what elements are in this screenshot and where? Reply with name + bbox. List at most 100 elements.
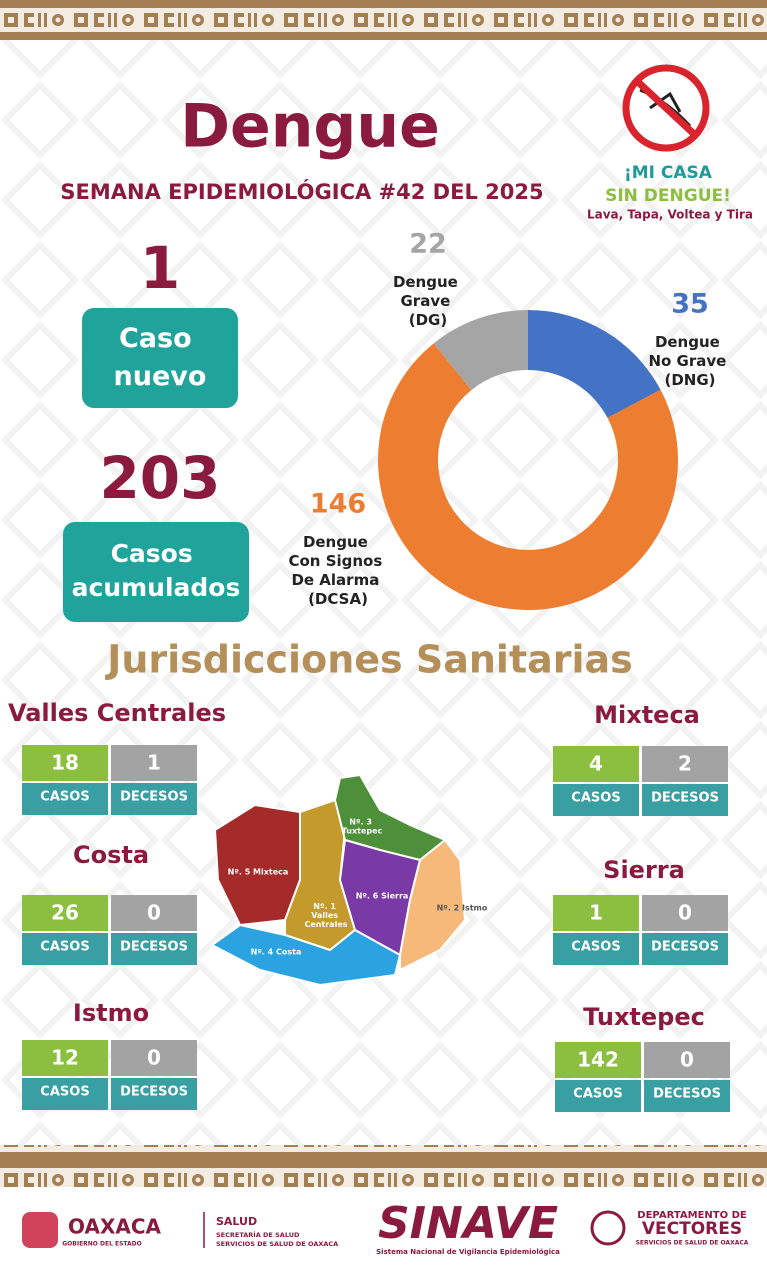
- cell-label-bg: [111, 933, 197, 965]
- cell-label: CASOS: [571, 791, 620, 806]
- footer-sinave-sub: Sistema Nacional de Vigilancia Epidemiol…: [376, 1248, 560, 1256]
- cell-label: DECESOS: [651, 940, 719, 955]
- cell-label: CASOS: [40, 1085, 89, 1100]
- cell-label-bg: [22, 783, 108, 815]
- map-region-label: Nº. 6 Sierra: [356, 892, 409, 901]
- cell-label: DECESOS: [120, 1085, 188, 1100]
- cell-value: 0: [147, 901, 161, 925]
- cell-label-bg: [644, 1080, 730, 1112]
- cell-label: DECESOS: [120, 790, 188, 805]
- map-region-label: Nº. 2 Istmo: [437, 904, 488, 913]
- cell-label-bg: [111, 783, 197, 815]
- bottom-band: [0, 1145, 767, 1187]
- cell-value-bg: [111, 895, 197, 931]
- slice-label: Dengue Con Signos De Alarma (DCSA): [288, 533, 387, 608]
- cell-value: 1: [589, 901, 603, 925]
- new-cases-box: [82, 308, 238, 408]
- cell-value: 1: [147, 751, 161, 775]
- cell-label: CASOS: [40, 790, 89, 805]
- total-cases-box: [63, 522, 249, 622]
- new-cases-label: Caso nuevo: [114, 323, 207, 392]
- map-region-label: Nº. 4 Costa: [251, 948, 302, 957]
- map: [210, 773, 467, 987]
- slice-label: Dengue Grave (DG): [393, 273, 463, 329]
- cell-label-bg: [22, 1078, 108, 1110]
- top-band: [0, 0, 767, 40]
- cell-value-bg: [22, 1040, 108, 1076]
- jurisdiction-name: Istmo: [73, 999, 149, 1027]
- cell-value: 12: [51, 1046, 79, 1070]
- cell-value-bg: [111, 745, 197, 781]
- donut-chart: 22 Dengue Grave (DG) 35 Dengue No Grave (DN…: [288, 229, 732, 610]
- map-region-label: Nº. 1 Valles Centrales: [304, 902, 347, 929]
- footer-health-sub1: SECRETARÍA DE SALUD: [216, 1230, 300, 1239]
- cell-value-bg: [553, 746, 639, 782]
- cell-label-bg: [642, 784, 728, 816]
- jurisdiction-name: Tuxtepec: [583, 1003, 705, 1031]
- cell-label: DECESOS: [653, 1087, 721, 1102]
- cell-value-bg: [642, 746, 728, 782]
- new-cases-value: 1: [140, 234, 180, 302]
- slice-label: Dengue No Grave (DNG): [648, 333, 731, 389]
- cell-value: 0: [147, 1046, 161, 1070]
- map-region-label: Nº. 3 Tuxtepec: [342, 817, 383, 835]
- footer-state: OAXACA: [68, 1215, 162, 1239]
- cell-label: DECESOS: [651, 791, 719, 806]
- jurisdiction-name: Mixteca: [594, 701, 700, 729]
- slice-value: 146: [310, 489, 366, 520]
- cell-label: DECESOS: [120, 940, 188, 955]
- cell-label-bg: [22, 933, 108, 965]
- footer: OAXACA GOBIERNO DEL ESTADO SALUD SECRETA…: [22, 1198, 749, 1256]
- jurisdiction-name: Valles Centrales: [8, 699, 226, 727]
- cell-value-bg: [111, 1040, 197, 1076]
- vector-icon: [590, 1210, 626, 1246]
- cell-value-bg: [642, 895, 728, 931]
- cell-value-bg: [22, 895, 108, 931]
- cell-label: CASOS: [571, 940, 620, 955]
- campaign-line1: ¡MI CASA: [624, 163, 713, 183]
- cell-value: 0: [678, 901, 692, 925]
- cell-value: 4: [589, 752, 603, 776]
- cell-value: 26: [51, 901, 79, 925]
- cell-label-bg: [553, 784, 639, 816]
- footer-health-sub2: SERVICIOS DE SALUD DE OAXACA: [216, 1240, 338, 1248]
- cell-value: 0: [680, 1048, 694, 1072]
- footer-sinave: SINAVE: [378, 1198, 558, 1249]
- cell-label: CASOS: [573, 1087, 622, 1102]
- donut-slice: [433, 310, 528, 391]
- cell-value-bg: [553, 895, 639, 931]
- oaxaca-icon: [22, 1212, 58, 1248]
- cell-label: CASOS: [40, 940, 89, 955]
- campaign-line2: SIN DENGUE!: [605, 186, 731, 206]
- title: Dengue: [180, 92, 440, 162]
- cell-value: 142: [577, 1048, 619, 1072]
- total-cases-value: 203: [99, 444, 220, 512]
- donut-slice: [378, 343, 678, 610]
- slice-value: 22: [409, 229, 447, 260]
- footer-dept1: DEPARTAMENTO DE: [637, 1210, 747, 1221]
- cell-label-bg: [555, 1080, 641, 1112]
- campaign-slogan: Lava, Tapa, Voltea y Tira: [587, 208, 753, 222]
- cell-value: 18: [51, 751, 79, 775]
- jurisdiction-name: Sierra: [603, 856, 685, 884]
- total-cases-label: Casos acumulados: [72, 539, 241, 602]
- cell-label-bg: [111, 1078, 197, 1110]
- cell-label-bg: [642, 933, 728, 965]
- cell-value-bg: [22, 745, 108, 781]
- cell-value-bg: [555, 1042, 641, 1078]
- cell-value: 2: [678, 752, 692, 776]
- footer-health: SALUD: [216, 1215, 257, 1228]
- jurisdiction-name: Costa: [73, 841, 149, 869]
- section-title: Jurisdicciones Sanitarias: [104, 638, 633, 682]
- footer-state-sub: GOBIERNO DEL ESTADO: [62, 1241, 142, 1248]
- cell-label-bg: [553, 933, 639, 965]
- footer-dept2: VECTORES: [642, 1219, 742, 1239]
- footer-bg: [0, 1187, 767, 1280]
- subtitle: SEMANA EPIDEMIOLÓGICA #42 DEL 2025: [60, 179, 543, 204]
- campaign-logo: ¡MI CASA SIN DENGUE! Lava, Tapa, Voltea …: [587, 64, 753, 222]
- footer-dept-sub: SERVICIOS DE SALUD DE OAXACA: [636, 1240, 749, 1247]
- map-region-label: Nº. 5 Mixteca: [228, 868, 289, 877]
- slice-value: 35: [671, 289, 709, 320]
- donut-slice: [528, 310, 661, 418]
